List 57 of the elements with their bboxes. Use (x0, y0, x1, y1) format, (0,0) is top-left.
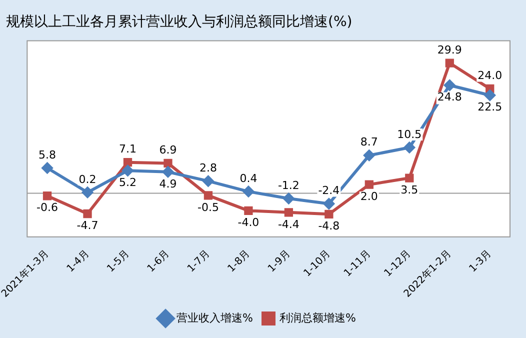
data-label: 10.5 (397, 128, 422, 141)
point (364, 150, 375, 161)
x-tick-label: 1-8月 (226, 248, 252, 275)
point (445, 58, 454, 68)
point (122, 165, 134, 176)
point (404, 142, 415, 154)
data-label: 5.8 (38, 148, 56, 162)
data-label: -2.4 (318, 184, 340, 198)
data-label: -4.0 (238, 216, 260, 230)
x-tick-label: 1-9月 (266, 248, 293, 275)
x-tick-label: 1-4月 (65, 248, 92, 275)
x-tick-label: 1-6月 (146, 248, 172, 275)
legend-label: 营业收入增速% (176, 311, 253, 324)
point (283, 192, 294, 204)
data-label: 8.7 (360, 136, 378, 149)
data-label: 4.9 (159, 177, 177, 190)
point (323, 198, 334, 210)
data-label: 24.0 (478, 69, 502, 82)
data-label: -4.4 (278, 218, 300, 231)
point (244, 206, 253, 216)
point (444, 80, 456, 91)
x-tick-label: 1-3月 (467, 248, 494, 275)
point (364, 180, 374, 189)
data-label: -4.8 (318, 220, 340, 233)
point (42, 192, 52, 200)
legend-label: 利润总额增速% (280, 311, 356, 324)
data-label: -4.7 (76, 219, 98, 232)
chart-title: 规模以上工业各月累计营业收入与利润总额同比增速(%) (6, 14, 352, 30)
data-label: -1.2 (278, 178, 300, 192)
point (242, 186, 254, 198)
data-label: 24.8 (437, 90, 462, 104)
point (484, 90, 496, 101)
data-label: -0.6 (36, 201, 58, 214)
data-label: -0.5 (197, 200, 219, 214)
point (204, 191, 213, 200)
data-label: 6.9 (159, 144, 177, 157)
point (405, 174, 414, 182)
data-label: 3.5 (400, 183, 418, 196)
data-label: 22.5 (478, 100, 502, 114)
point (164, 158, 172, 168)
data-label: 2.8 (199, 161, 217, 174)
x-tick-label: 1-7月 (186, 248, 212, 275)
data-label: 0.4 (240, 172, 258, 185)
point (284, 208, 294, 217)
data-label: 0.2 (78, 172, 96, 186)
point (83, 209, 92, 218)
point (82, 186, 94, 198)
point (123, 158, 132, 167)
data-label: 2.0 (360, 190, 378, 203)
data-label: 7.1 (118, 142, 136, 156)
point (42, 162, 53, 174)
data-label: 5.2 (118, 176, 136, 189)
point (202, 176, 214, 187)
data-label: 29.9 (437, 43, 462, 56)
point (324, 210, 334, 219)
x-tick-label: 1-5月 (105, 248, 132, 275)
point (162, 166, 174, 178)
